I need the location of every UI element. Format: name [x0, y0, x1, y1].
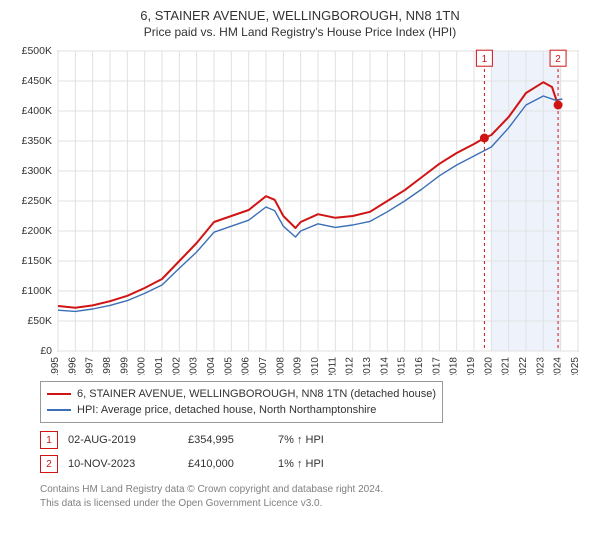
x-tick-label: 2009 [293, 357, 304, 375]
x-tick-label: 2020 [483, 357, 494, 375]
title-sub: Price paid vs. HM Land Registry's House … [0, 25, 600, 39]
y-tick-label: £100K [22, 285, 52, 297]
series-price_paid [58, 82, 562, 308]
sale-box-num: 1 [482, 54, 488, 65]
y-tick-label: £50K [27, 315, 52, 327]
x-tick-label: 2001 [154, 357, 165, 375]
x-tick-label: 2013 [362, 357, 373, 375]
x-tick-label: 2000 [137, 357, 148, 375]
sale-price: £410,000 [188, 458, 278, 470]
x-tick-label: 2021 [501, 357, 512, 375]
title-main: 6, STAINER AVENUE, WELLINGBOROUGH, NN8 1… [0, 8, 600, 23]
sale-delta: 1% ↑ HPI [278, 458, 368, 470]
x-tick-label: 1999 [119, 357, 130, 375]
sale-price: £354,995 [188, 434, 278, 446]
legend-row: HPI: Average price, detached house, Nort… [47, 402, 436, 418]
legend-label: 6, STAINER AVENUE, WELLINGBOROUGH, NN8 1… [77, 388, 436, 400]
series-hpi [58, 96, 562, 311]
x-tick-label: 2012 [345, 357, 356, 375]
y-tick-label: £300K [22, 165, 52, 177]
legend-swatch [47, 409, 71, 411]
x-tick-label: 2007 [258, 357, 269, 375]
footer-l1: Contains HM Land Registry data © Crown c… [40, 483, 590, 497]
sale-dot [554, 101, 563, 110]
x-tick-label: 2004 [206, 357, 217, 375]
x-tick-label: 1996 [67, 357, 78, 375]
x-tick-label: 2015 [397, 357, 408, 375]
y-tick-label: £200K [22, 225, 52, 237]
x-tick-label: 2011 [327, 357, 338, 375]
y-tick-label: £0 [40, 345, 52, 357]
sale-date: 02-AUG-2019 [68, 434, 188, 446]
x-tick-label: 2022 [518, 357, 529, 375]
sale-delta: 7% ↑ HPI [278, 434, 368, 446]
sale-box-num: 2 [555, 54, 561, 65]
y-tick-label: £450K [22, 75, 52, 87]
x-tick-label: 2014 [379, 357, 390, 375]
y-tick-label: £500K [22, 45, 52, 57]
y-tick-label: £150K [22, 255, 52, 267]
x-tick-label: 1998 [102, 357, 113, 375]
y-tick-label: £350K [22, 135, 52, 147]
legend-swatch [47, 393, 71, 395]
x-tick-label: 2010 [310, 357, 321, 375]
legend: 6, STAINER AVENUE, WELLINGBOROUGH, NN8 1… [40, 381, 443, 423]
x-tick-label: 2024 [553, 357, 564, 375]
y-tick-label: £400K [22, 105, 52, 117]
x-tick-label: 2023 [535, 357, 546, 375]
x-tick-label: 2008 [275, 357, 286, 375]
legend-label: HPI: Average price, detached house, Nort… [77, 404, 376, 416]
x-tick-label: 1997 [85, 357, 96, 375]
x-tick-label: 2006 [241, 357, 252, 375]
titles: 6, STAINER AVENUE, WELLINGBOROUGH, NN8 1… [0, 0, 600, 39]
sale-num-box: 2 [40, 455, 58, 473]
chart: £0 £50K £100K £150K £200K £250K £300K £350K £400… [10, 45, 590, 375]
sale-dot [480, 134, 489, 143]
sale-num-box: 1 [40, 431, 58, 449]
x-tick-label: 2017 [431, 357, 442, 375]
footer-l2: This data is licensed under the Open Gov… [40, 497, 590, 511]
x-tick-label: 2025 [570, 357, 581, 375]
x-tick-label: 2018 [449, 357, 460, 375]
footer: Contains HM Land Registry data © Crown c… [40, 483, 590, 510]
sale-date: 10-NOV-2023 [68, 458, 188, 470]
x-tick-label: 2019 [466, 357, 477, 375]
legend-row: 6, STAINER AVENUE, WELLINGBOROUGH, NN8 1… [47, 386, 436, 402]
sales-table: 1 02-AUG-2019£354,9957% ↑ HPI 2 10-NOV-2023… [40, 431, 590, 473]
chart-svg: £0 £50K £100K £150K £200K £250K £300K £350K £400… [10, 45, 590, 375]
x-tick-label: 1995 [50, 357, 61, 375]
x-tick-label: 2002 [171, 357, 182, 375]
x-tick-label: 2003 [189, 357, 200, 375]
x-tick-label: 2005 [223, 357, 234, 375]
x-tick-label: 2016 [414, 357, 425, 375]
y-tick-label: £250K [22, 195, 52, 207]
